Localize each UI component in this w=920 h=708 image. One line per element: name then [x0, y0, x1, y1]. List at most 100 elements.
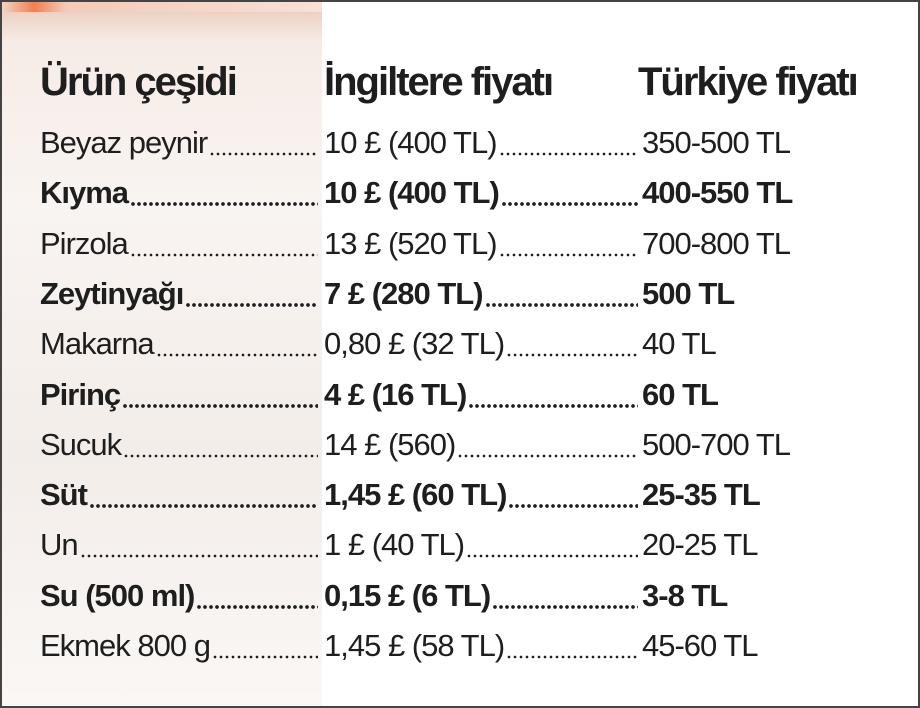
cell-text: Süt: [40, 477, 88, 513]
table-cell: Beyaz peynir: [40, 118, 320, 168]
column-header: Ürün çeşidi: [40, 60, 238, 104]
table-cell: Zeytinyağı: [40, 269, 320, 319]
table-cell: 10 £ (400 TL): [324, 118, 640, 168]
table-cell: 400-550 TL: [642, 168, 912, 218]
cell-text: 25-35 TL: [642, 477, 761, 513]
dot-leader: [468, 403, 638, 408]
cell-text: 0,80 £ (32 TL): [324, 326, 505, 362]
cell-text: 10 £ (400 TL): [324, 175, 500, 211]
table-cell: 14 £ (560): [324, 420, 640, 470]
table-cell: 45-60 TL: [642, 621, 912, 671]
dot-leader: [508, 504, 638, 509]
dot-leader: [122, 403, 318, 408]
table-cell: 10 £ (400 TL): [324, 168, 640, 218]
cell-text: 40 TL: [642, 326, 717, 362]
table-row: Zeytinyağı 7 £ (280 TL) 500 TL: [2, 269, 918, 319]
cell-text: Ekmek 800 g: [40, 628, 211, 663]
table-cell: 700-800 TL: [642, 219, 912, 269]
dot-leader: [155, 353, 318, 358]
table-cell: Un: [40, 520, 320, 570]
dot-leader: [484, 302, 638, 307]
table-row: Un 1 £ (40 TL) 20-25 TL: [2, 520, 918, 570]
table-cell: 40 TL: [642, 319, 912, 369]
table-cell: 0,80 £ (32 TL): [324, 319, 640, 369]
table-cell: 60 TL: [642, 370, 912, 420]
cell-text: Pirzola: [40, 225, 129, 261]
table-cell: Ekmek 800 g: [40, 621, 320, 671]
cell-text: Su (500 ml): [40, 577, 195, 613]
table-cell: Kıyma: [40, 168, 320, 218]
cell-text: 13 £ (520 TL): [324, 225, 498, 261]
cell-text: 1,45 £ (58 TL): [324, 628, 505, 663]
cell-text: Un: [40, 527, 79, 563]
table-row: Makarna 0,80 £ (32 TL) 40 TL: [2, 319, 918, 369]
cell-text: 7 £ (280 TL): [324, 275, 484, 311]
column-header: Türkiye fiyatı: [638, 60, 859, 104]
table-cell: 500 TL: [642, 269, 912, 319]
table-cell: 1,45 £ (58 TL): [324, 621, 640, 671]
cell-text: 0,15 £ (6 TL): [324, 577, 491, 613]
dot-leader: [466, 554, 638, 559]
cell-text: 10 £ (400 TL): [324, 125, 498, 160]
table-cell: 20-25 TL: [642, 520, 912, 570]
table-cell: 7 £ (280 TL): [324, 269, 640, 319]
cell-text: 20-25 TL: [642, 527, 759, 563]
cell-text: 60 TL: [642, 376, 719, 412]
dot-leader: [123, 453, 318, 458]
table-cell: Pirzola: [40, 219, 320, 269]
table-cell: Pirinç: [40, 370, 320, 420]
table-cell: 1,45 £ (60 TL): [324, 470, 640, 520]
dot-leader: [129, 252, 318, 257]
table-cell: 0,15 £ (6 TL): [324, 571, 640, 621]
dot-leader: [130, 202, 318, 207]
cell-text: 700-800 TL: [642, 225, 791, 261]
table-row: Pirinç 4 £ (16 TL) 60 TL: [2, 370, 918, 420]
cell-text: 350-500 TL: [642, 125, 791, 160]
table-cell: 13 £ (520 TL): [324, 219, 640, 269]
table-cell: Su (500 ml): [40, 571, 320, 621]
cell-text: 14 £ (560): [324, 426, 456, 462]
cell-text: 500 TL: [642, 275, 735, 311]
cell-text: 45-60 TL: [642, 628, 759, 663]
dot-leader: [498, 152, 638, 156]
cell-text: 1 £ (40 TL): [324, 527, 465, 563]
dot-leader: [196, 604, 318, 609]
cell-text: 3-8 TL: [642, 577, 728, 613]
dot-leader: [500, 202, 638, 207]
cell-text: Sucuk: [40, 426, 122, 462]
table-cell: 1 £ (40 TL): [324, 520, 640, 570]
dot-leader: [88, 504, 318, 509]
dot-leader: [211, 655, 318, 659]
cell-text: 400-550 TL: [642, 175, 793, 211]
cell-text: 1,45 £ (60 TL): [324, 477, 507, 513]
table-cell: 350-500 TL: [642, 118, 912, 168]
table-cell: 500-700 TL: [642, 420, 912, 470]
dot-leader: [492, 604, 638, 609]
dot-leader: [185, 302, 318, 307]
table-cell: Süt: [40, 470, 320, 520]
cell-text: Zeytinyağı: [40, 275, 184, 311]
cell-text: Kıyma: [40, 175, 129, 211]
cell-text: 500-700 TL: [642, 426, 791, 462]
table-row: Beyaz peynir 10 £ (400 TL) 350-500 TL: [2, 118, 918, 168]
cell-text: Pirinç: [40, 376, 121, 412]
cell-text: Beyaz peynir: [40, 125, 208, 160]
cell-text: 4 £ (16 TL): [324, 376, 467, 412]
table-cell: 25-35 TL: [642, 470, 912, 520]
table-row: Ekmek 800 g 1,45 £ (58 TL) 45-60 TL: [2, 621, 918, 671]
dot-leader: [498, 252, 638, 257]
table-row: Pirzola 13 £ (520 TL) 700-800 TL: [2, 219, 918, 269]
table-cell: 3-8 TL: [642, 571, 912, 621]
dot-leader: [79, 554, 318, 559]
table-cell: Sucuk: [40, 420, 320, 470]
column-header: İngiltere fiyatı: [324, 60, 554, 104]
table-cell: Makarna: [40, 319, 320, 369]
table-cell: 4 £ (16 TL): [324, 370, 640, 420]
dot-leader: [506, 353, 638, 358]
table-row: Su (500 ml) 0,15 £ (6 TL) 3-8 TL: [2, 571, 918, 621]
cell-text: Makarna: [40, 326, 155, 362]
table-row: Kıyma 10 £ (400 TL) 400-550 TL: [2, 168, 918, 218]
dot-leader: [457, 453, 638, 458]
table-row: Süt 1,45 £ (60 TL) 25-35 TL: [2, 470, 918, 520]
